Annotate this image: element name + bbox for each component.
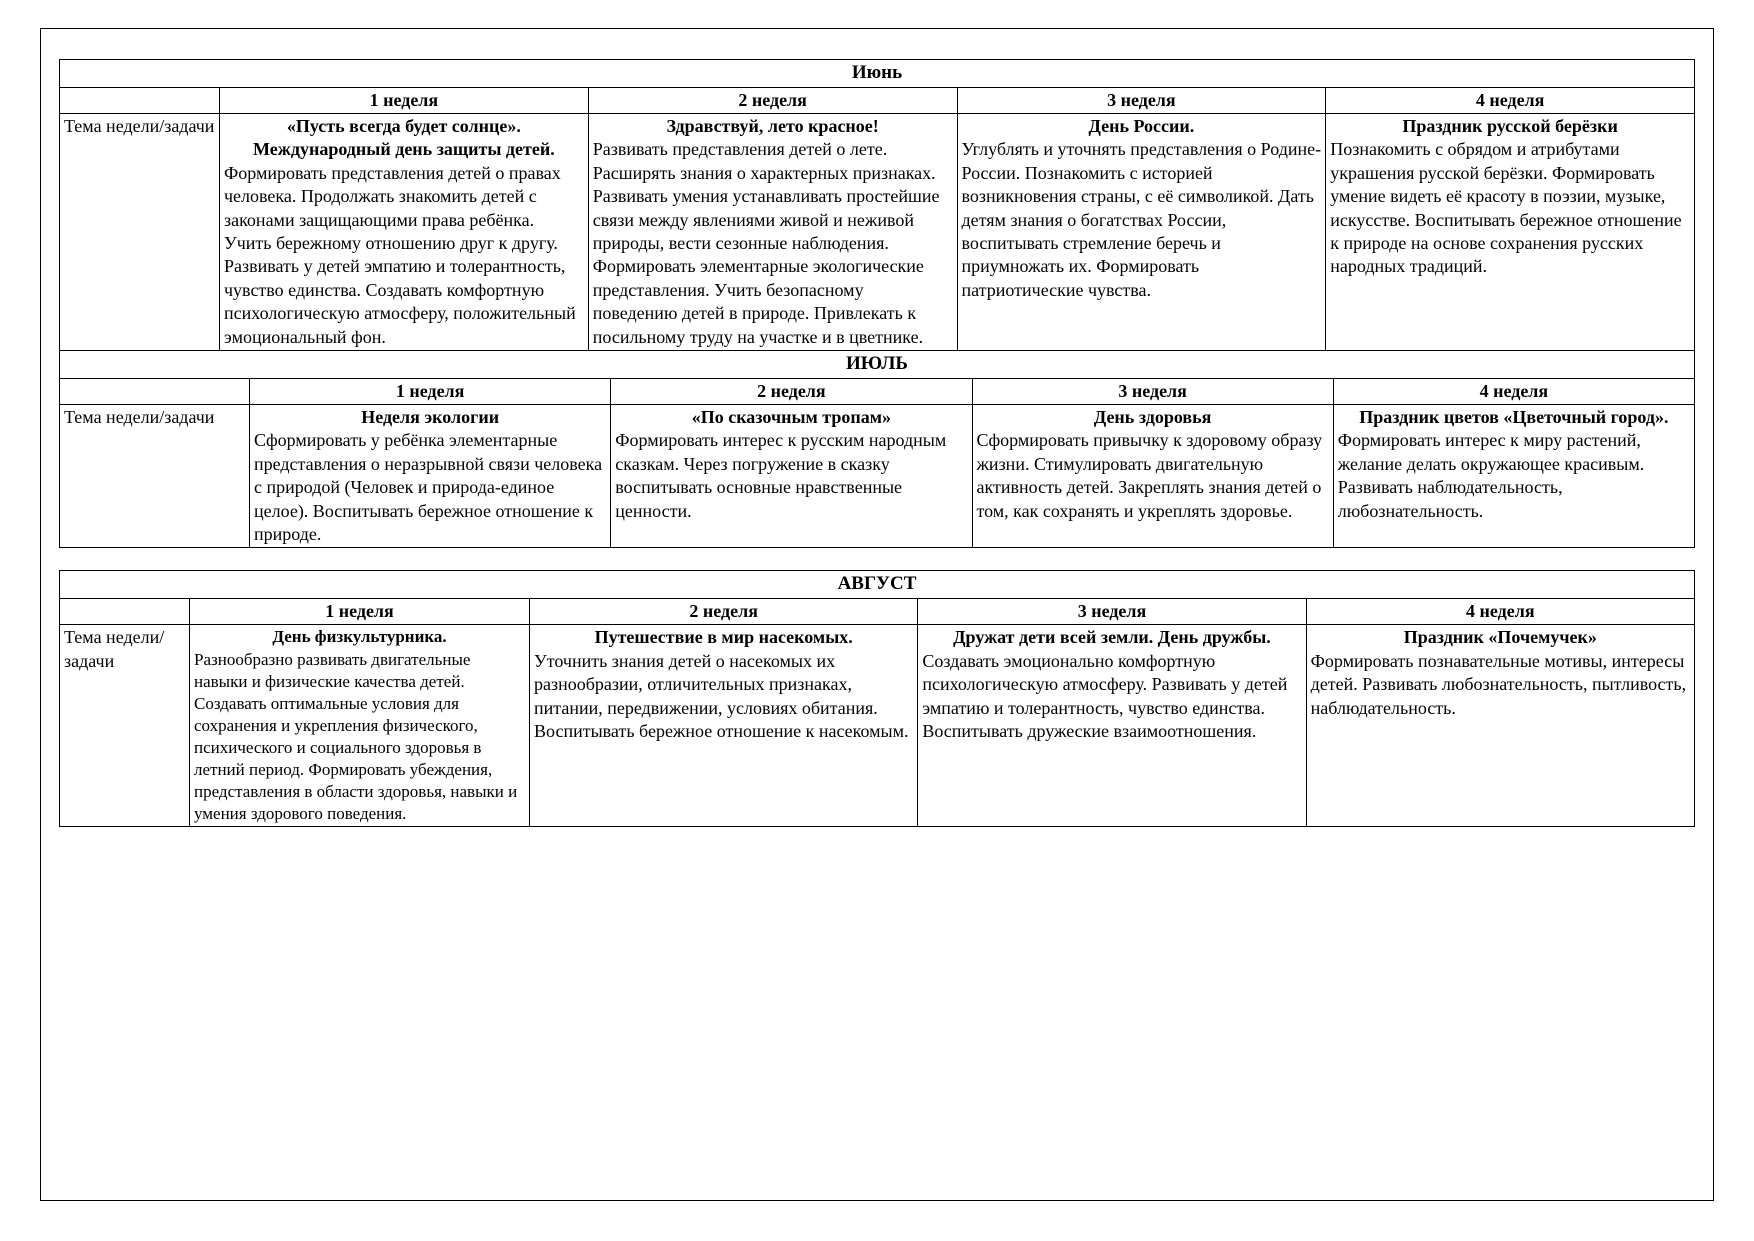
week-cell: День России. Углублять и уточнять предст…	[957, 114, 1326, 351]
cell-title: Праздник цветов «Цветочный город».	[1338, 406, 1690, 429]
week-cell: «Пусть всегда будет солнце». Международн…	[220, 114, 589, 351]
row-label: Тема недели/ задачи	[60, 625, 190, 827]
week-header: 3 неделя	[957, 87, 1326, 113]
week-cell: Путешествие в мир насекомых. Уточнить зн…	[530, 625, 918, 827]
cell-title: «По сказочным тропам»	[615, 406, 967, 429]
week-header: 2 неделя	[588, 87, 957, 113]
row-label: Тема недели/задачи	[60, 114, 220, 351]
cell-body: Сформировать привычку к здоровому образу…	[977, 430, 1323, 520]
content-row-june: Тема недели/задачи «Пусть всегда будет с…	[60, 114, 1695, 351]
page: Июнь 1 неделя 2 неделя 3 неделя 4 неделя…	[0, 0, 1754, 1241]
week-cell: День здоровья Сформировать привычку к зд…	[972, 405, 1333, 548]
blank-cell	[60, 599, 190, 625]
cell-title: День здоровья	[977, 406, 1329, 429]
outer-frame: Июнь 1 неделя 2 неделя 3 неделя 4 неделя…	[40, 28, 1714, 1201]
blank-cell	[60, 87, 220, 113]
week-header-row-august: 1 неделя 2 неделя 3 неделя 4 неделя	[60, 599, 1695, 625]
week-header-row-july: 1 неделя 2 неделя 3 неделя 4 неделя	[60, 378, 1695, 404]
week-header: 3 неделя	[918, 599, 1306, 625]
cell-body: Создавать эмоционально комфортную психол…	[922, 651, 1287, 741]
table-july-body: 1 неделя 2 неделя 3 неделя 4 неделя Тема…	[59, 378, 1695, 549]
week-cell: Дружат дети всей земли. День дружбы. Соз…	[918, 625, 1306, 827]
cell-title: День физкультурника.	[194, 626, 525, 648]
cell-body: Формировать интерес к русским народным с…	[615, 430, 946, 520]
week-header: 1 неделя	[190, 599, 530, 625]
cell-title: Здравствуй, лето красное!	[593, 115, 953, 138]
cell-title: Праздник «Почемучек»	[1311, 626, 1690, 649]
cell-body: Уточнить знания детей о насекомых их раз…	[534, 651, 909, 741]
cell-title: Праздник русской берёзки	[1330, 115, 1690, 138]
cell-title: Неделя экологии	[254, 406, 606, 429]
week-header: 1 неделя	[250, 378, 611, 404]
week-header-row-june: 1 неделя 2 неделя 3 неделя 4 неделя	[60, 87, 1695, 113]
week-header: 2 неделя	[611, 378, 972, 404]
week-cell: «По сказочным тропам» Формировать интере…	[611, 405, 972, 548]
week-header: 4 неделя	[1306, 599, 1694, 625]
blank-cell	[60, 378, 250, 404]
cell-body: Формировать представления детей о правах…	[224, 163, 576, 347]
cell-title: День России.	[962, 115, 1322, 138]
cell-body: Углублять и уточнять представления о Род…	[962, 139, 1322, 299]
cell-body: Развивать представления детей о лете. Ра…	[593, 139, 940, 346]
table-august: АВГУСТ 1 неделя 2 неделя 3 неделя 4 неде…	[59, 570, 1695, 827]
cell-body: Познакомить с обрядом и атрибутами украш…	[1330, 139, 1681, 276]
cell-body: Формировать интерес к миру растений, жел…	[1338, 430, 1644, 520]
cell-body: Разнообразно развивать двигательные навы…	[194, 650, 517, 824]
month-header-july: ИЮЛЬ	[60, 350, 1695, 378]
week-cell: Неделя экологии Сформировать у ребёнка э…	[250, 405, 611, 548]
week-cell: Праздник русской берёзки Познакомить с о…	[1326, 114, 1695, 351]
table-gap	[59, 548, 1695, 570]
cell-body: Сформировать у ребёнка элементарные пред…	[254, 430, 602, 544]
content-row-august: Тема недели/ задачи День физкультурника.…	[60, 625, 1695, 827]
table-june-july: Июнь 1 неделя 2 неделя 3 неделя 4 неделя…	[59, 59, 1695, 379]
cell-title: Путешествие в мир насекомых.	[534, 626, 913, 649]
cell-title: «Пусть всегда будет солнце». Международн…	[224, 115, 584, 162]
month-header-august: АВГУСТ	[60, 571, 1695, 599]
week-header: 4 неделя	[1326, 87, 1695, 113]
week-cell: Праздник цветов «Цветочный город». Форми…	[1333, 405, 1694, 548]
row-label: Тема недели/задачи	[60, 405, 250, 548]
week-cell: Здравствуй, лето красное! Развивать пред…	[588, 114, 957, 351]
cell-title: Дружат дети всей земли. День дружбы.	[922, 626, 1301, 649]
month-header-june: Июнь	[60, 60, 1695, 88]
week-cell: День физкультурника. Разнообразно развив…	[190, 625, 530, 827]
content-row-july: Тема недели/задачи Неделя экологии Сформ…	[60, 405, 1695, 548]
week-cell: Праздник «Почемучек» Формировать познава…	[1306, 625, 1694, 827]
cell-body: Формировать познавательные мотивы, интер…	[1311, 651, 1686, 718]
week-header: 3 неделя	[972, 378, 1333, 404]
week-header: 1 неделя	[220, 87, 589, 113]
week-header: 4 неделя	[1333, 378, 1694, 404]
week-header: 2 неделя	[530, 599, 918, 625]
